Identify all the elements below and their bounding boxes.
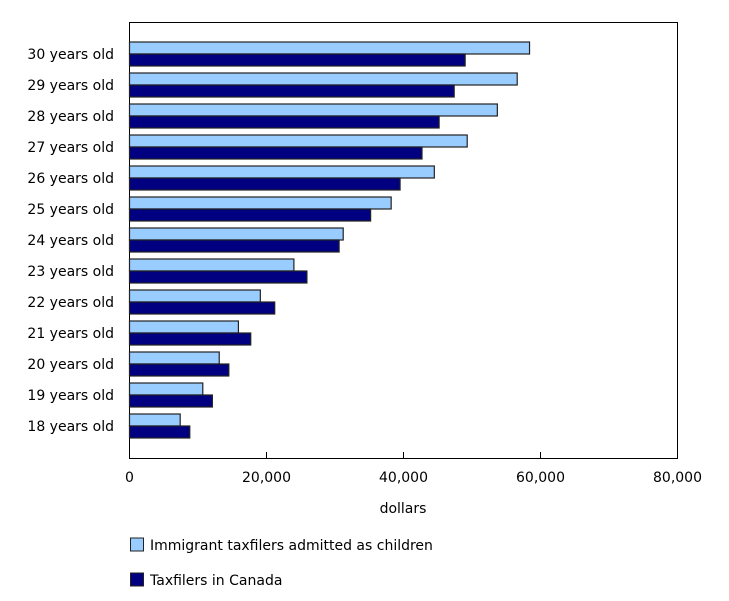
category-label: 18 years old <box>27 419 114 435</box>
bar-immigrant-25 <box>128 196 392 210</box>
x-tick-label: 40,000 <box>379 470 428 486</box>
x-tick-label: 20,000 <box>242 470 291 486</box>
category-label: 25 years old <box>27 202 114 218</box>
bar-canada-30 <box>128 53 466 67</box>
x-tick-label: 60,000 <box>516 470 565 486</box>
category-label: 29 years old <box>27 78 114 94</box>
x-axis-label: dollars <box>380 501 427 517</box>
bar-canada-27 <box>128 146 423 160</box>
category-label: 21 years old <box>27 326 114 342</box>
bar-immigrant-28 <box>128 103 498 117</box>
bar-canada-21 <box>128 332 252 346</box>
bar-immigrant-24 <box>128 227 344 241</box>
bar-immigrant-18 <box>128 413 181 427</box>
category-label: 28 years old <box>27 109 114 125</box>
bar-immigrant-22 <box>128 289 261 303</box>
bar-canada-22 <box>128 301 276 315</box>
bar-immigrant-27 <box>128 134 468 148</box>
bar-immigrant-19 <box>128 382 204 396</box>
bar-immigrant-26 <box>128 165 435 179</box>
bar-immigrant-30 <box>128 41 531 55</box>
legend-swatch <box>130 537 144 552</box>
x-tick-label: 0 <box>125 470 134 486</box>
bar-immigrant-23 <box>128 258 295 272</box>
bar-canada-23 <box>128 270 308 284</box>
category-label: 30 years old <box>27 47 114 63</box>
bar-canada-25 <box>128 208 372 222</box>
bar-canada-29 <box>128 84 455 98</box>
legend-label: Taxfilers in Canada <box>149 573 282 589</box>
bar-canada-18 <box>128 425 191 439</box>
bar-canada-24 <box>128 239 340 253</box>
legend-label: Immigrant taxfilers admitted as children <box>150 538 433 554</box>
category-label: 26 years old <box>27 171 114 187</box>
category-label: 19 years old <box>27 388 114 404</box>
bar-canada-20 <box>128 363 230 377</box>
category-label: 23 years old <box>27 264 114 280</box>
category-label: 20 years old <box>27 357 114 373</box>
bar-immigrant-21 <box>128 320 240 334</box>
bar-canada-19 <box>128 394 213 408</box>
bar-canada-28 <box>128 115 440 129</box>
bar-immigrant-20 <box>128 351 220 365</box>
bar-immigrant-29 <box>128 72 518 86</box>
category-label: 24 years old <box>27 233 114 249</box>
x-tick-label: 80,000 <box>653 470 702 486</box>
category-label: 27 years old <box>27 140 114 156</box>
category-label: 22 years old <box>27 295 114 311</box>
bar-canada-26 <box>128 177 401 191</box>
legend-swatch <box>130 572 144 587</box>
